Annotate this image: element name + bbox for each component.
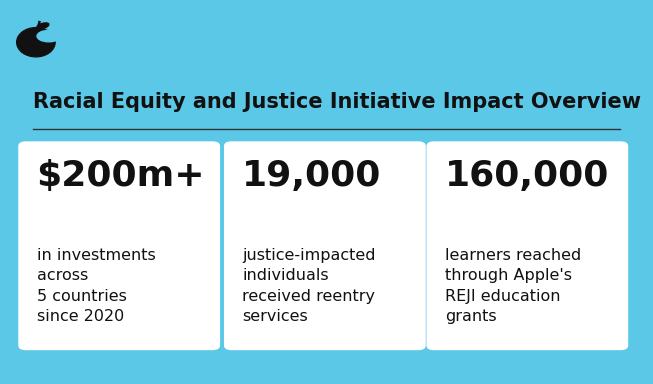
FancyBboxPatch shape	[426, 141, 628, 350]
FancyBboxPatch shape	[224, 141, 426, 350]
Ellipse shape	[37, 30, 61, 42]
Ellipse shape	[37, 23, 49, 29]
FancyBboxPatch shape	[18, 141, 220, 350]
Text: justice-impacted
individuals
received reentry
services: justice-impacted individuals received re…	[242, 248, 375, 324]
Ellipse shape	[17, 28, 55, 57]
Text: learners reached
through Apple's
REJI education
grants: learners reached through Apple's REJI ed…	[445, 248, 581, 324]
Text: in investments
across
5 countries
since 2020: in investments across 5 countries since …	[37, 248, 155, 324]
Text: $200m+: $200m+	[37, 159, 205, 194]
Text: 19,000: 19,000	[242, 159, 381, 194]
Text: 160,000: 160,000	[445, 159, 609, 194]
Text: Racial Equity and Justice Initiative Impact Overview: Racial Equity and Justice Initiative Imp…	[33, 92, 641, 112]
